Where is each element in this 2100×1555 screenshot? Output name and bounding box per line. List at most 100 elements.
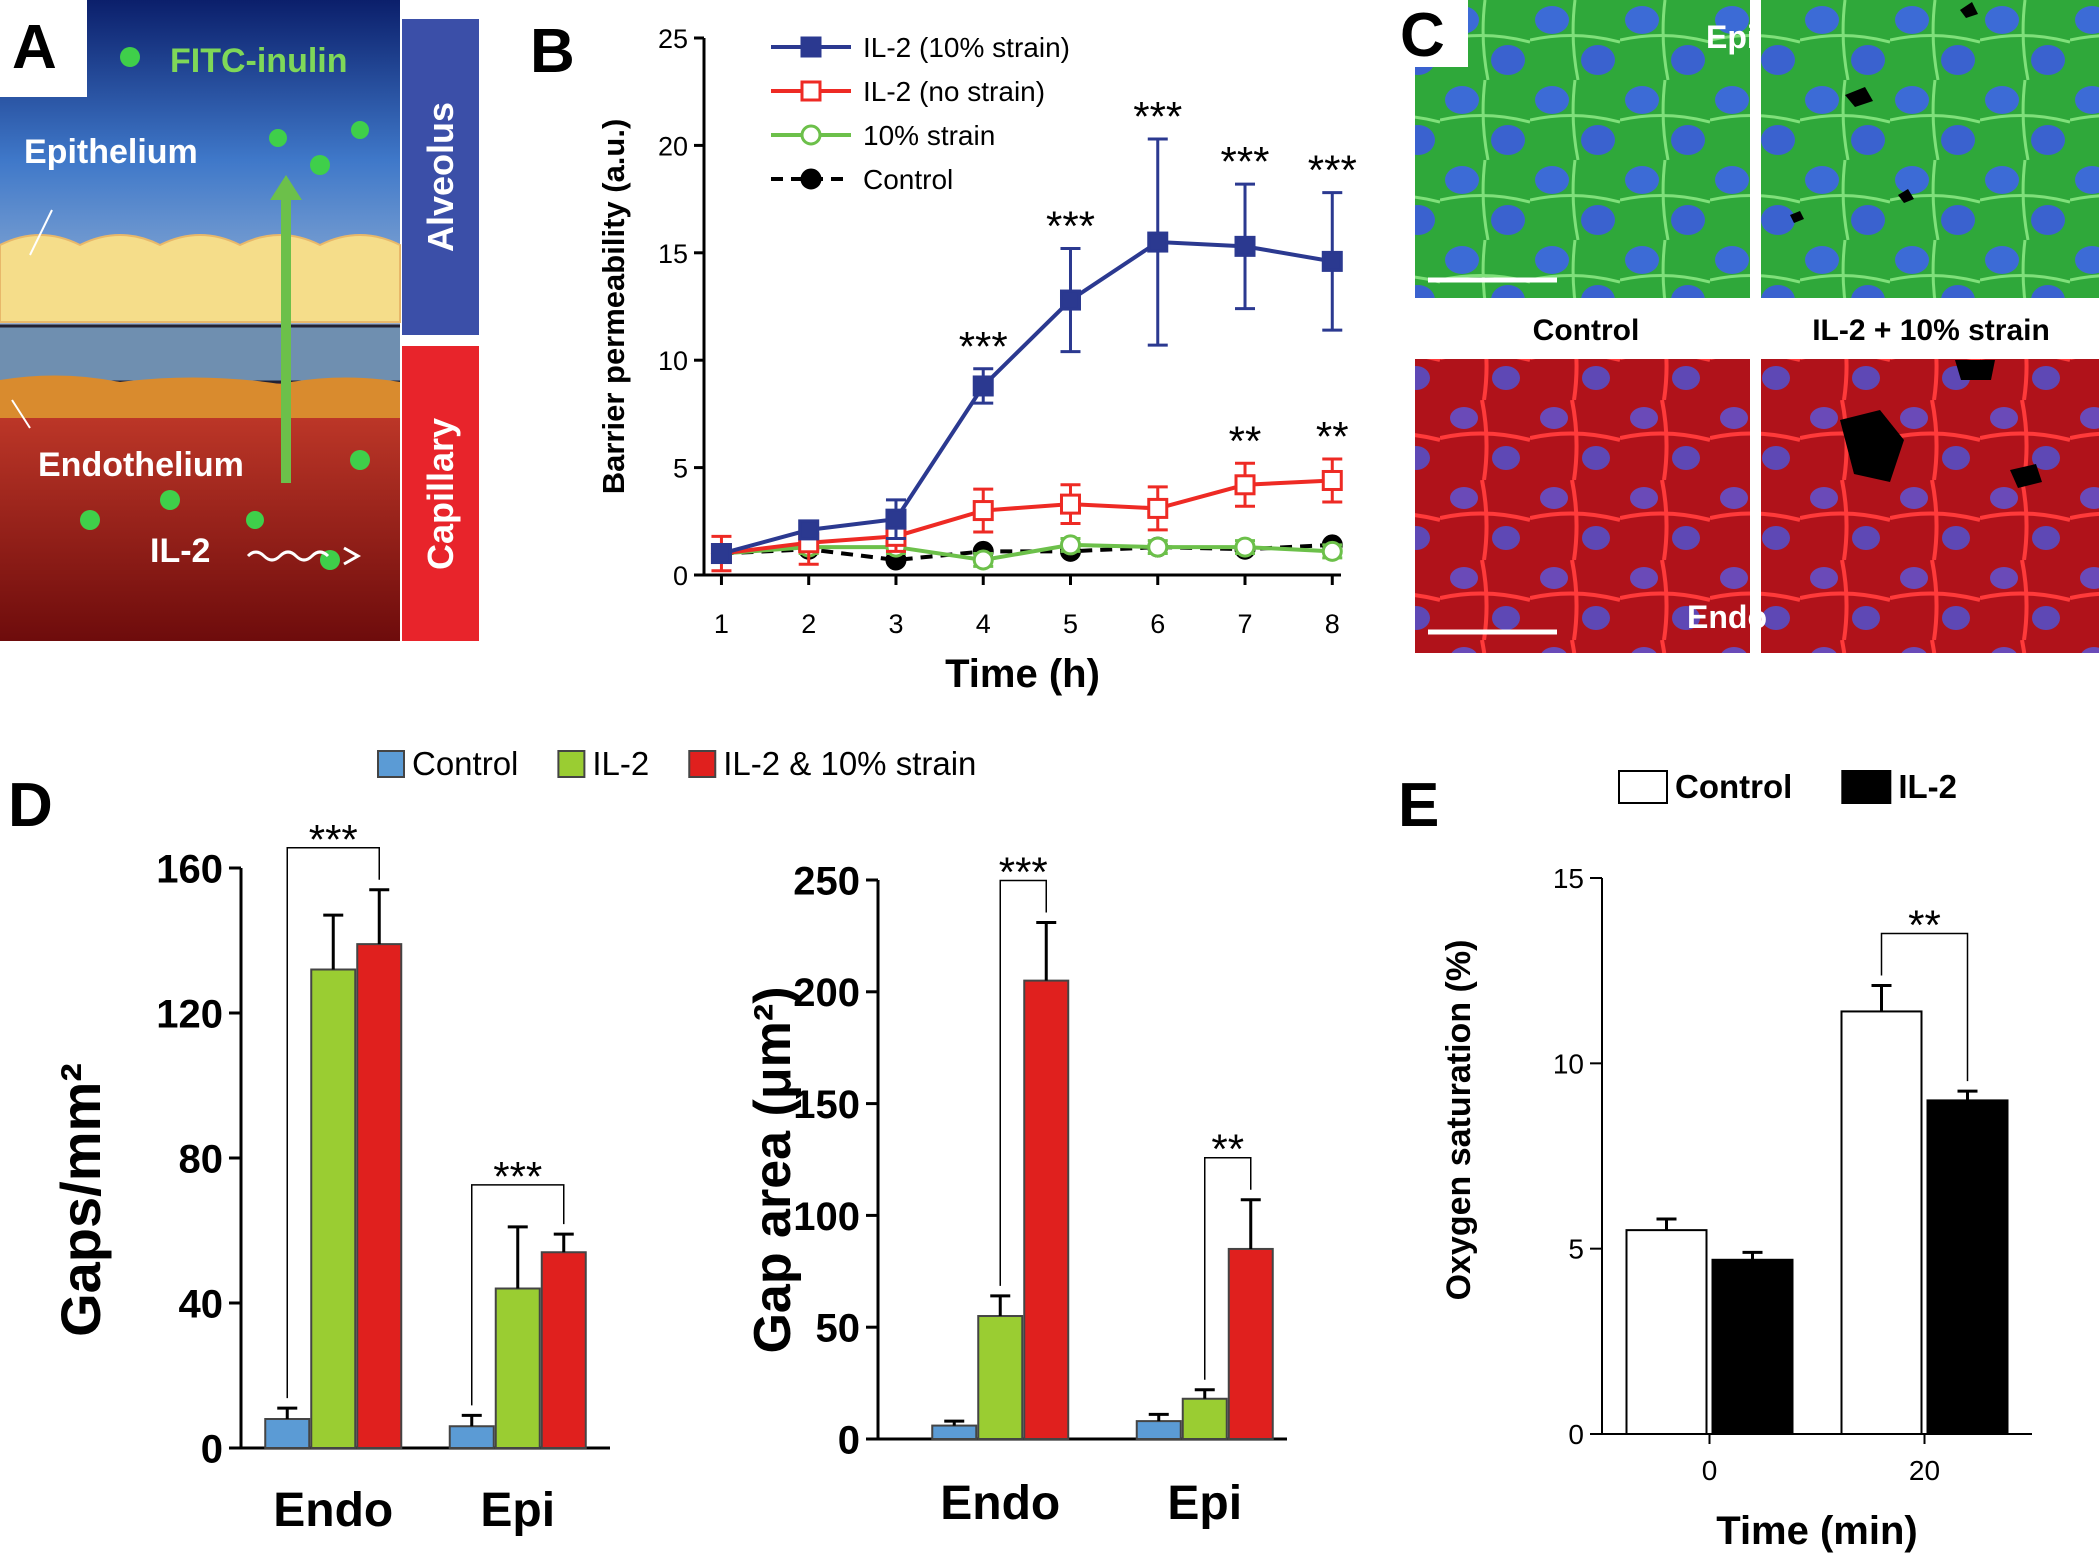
marker [1234,235,1256,257]
tracer-label: FITC-inulin [170,42,348,80]
bar [264,1418,311,1449]
diagram: FITC-inulin Epithelium Endothelium IL-2 … [0,0,479,641]
error-bar [277,1406,298,1419]
x-tick-label: Endo [273,1484,393,1537]
bar [1840,1010,1923,1435]
panel-label: B [530,17,575,86]
x-tick-label: Epi [480,1484,555,1537]
bar [540,1251,587,1449]
legend-label: 10% strain [863,120,995,151]
bar [1135,1420,1182,1441]
label-box [1390,0,1468,67]
panel-label: E [1398,771,1439,840]
x-tick-label: 1 [714,609,729,639]
error-bar [1148,1412,1169,1422]
legend-label: IL-2 & 10% strain [723,745,976,782]
marker [1147,536,1169,558]
bar [1181,1397,1228,1440]
error-bar [1957,1089,1978,1101]
x-axis-label: Time (min) [1716,1509,1918,1553]
bar [1625,1229,1708,1435]
y-tick-label: 120 [156,992,223,1036]
y-axis-label: Barrier permeability (a.u.) [596,119,631,495]
significance-label: *** [1220,138,1269,185]
error-bar [1194,1388,1215,1399]
y-tick-label: 0 [673,561,688,591]
y-tick-label: 0 [838,1418,860,1462]
legend-swatch [1841,770,1892,804]
y-tick-label: 10 [1553,1048,1584,1079]
arrow-head [270,175,302,200]
significance-label: *** [959,323,1008,370]
x-tick-label: 5 [1063,609,1078,639]
significance-label: ** [1316,413,1349,460]
marker [1059,534,1081,556]
marker [972,375,994,397]
legend-swatch [377,750,405,778]
y-tick-label: 150 [793,1083,860,1127]
series-line [720,240,1333,556]
bar [494,1287,541,1449]
significance-label: ** [1908,901,1941,948]
y-tick-label: 80 [179,1137,224,1181]
micrograph [1415,359,1750,653]
y-axis-label: Gaps/mm² [49,1063,112,1337]
marker [800,36,822,58]
x-tick-label: 6 [1150,609,1165,639]
y-tick-label: 15 [658,239,688,269]
significance-bracket [286,847,380,1399]
gaps [1790,2,2042,488]
epithelium-label: Epithelium [24,133,198,171]
legend-label: Control [863,164,953,195]
bar [1711,1258,1794,1435]
error-bar [461,1413,482,1427]
wavy-arrow-head [343,546,362,566]
bar [356,943,403,1449]
marker [1059,493,1081,515]
micrograph [1415,0,1750,298]
error-bar [1871,983,1892,1012]
y-tick-label: 10 [658,346,688,376]
marker [1147,497,1169,519]
x-tick-label: 0 [1702,1455,1718,1486]
x-tick-label: 2 [801,609,816,639]
micrographs: Epi Endo Control IL-2 + 10% strain [1390,0,2099,653]
column-label: Control [1533,314,1640,347]
y-tick-label: 100 [793,1195,860,1239]
y-tick-label: 25 [658,24,688,54]
marker [1147,231,1169,253]
marker [800,168,822,190]
legend-label: Control [1675,768,1792,805]
marker [972,500,994,522]
series-line [721,478,1333,556]
panel-label: D [8,771,53,840]
bar [1227,1247,1274,1440]
legend-label: IL-2 (10% strain) [863,32,1070,63]
x-tick-label: 20 [1909,1455,1940,1486]
significance-bracket [471,1184,565,1406]
bar [1926,1099,2009,1436]
y-tick-label: 160 [156,847,223,891]
bar [931,1424,978,1440]
panel-label: A [12,13,57,82]
significance-label: *** [999,848,1048,895]
x-tick-label: Epi [1167,1477,1242,1530]
legend-label: IL-2 (no strain) [863,76,1045,107]
x-tick-label: 7 [1237,609,1252,639]
error-bar [1240,1198,1261,1249]
membrane [0,326,400,382]
y-tick-label: 15 [1553,863,1584,894]
marker [798,519,820,541]
panel-label: C [1400,1,1445,70]
y-tick-label: 5 [1568,1234,1584,1265]
marker [800,124,822,146]
epithelium-layer [0,234,401,323]
error-bar [1036,920,1057,981]
legend-label: Control [412,745,518,782]
alveolus-label: Alveolus [420,102,461,252]
series-line [721,542,1333,562]
micrograph-label: Epi [1706,19,1756,55]
pointer [11,209,53,429]
error-bar [323,913,344,970]
